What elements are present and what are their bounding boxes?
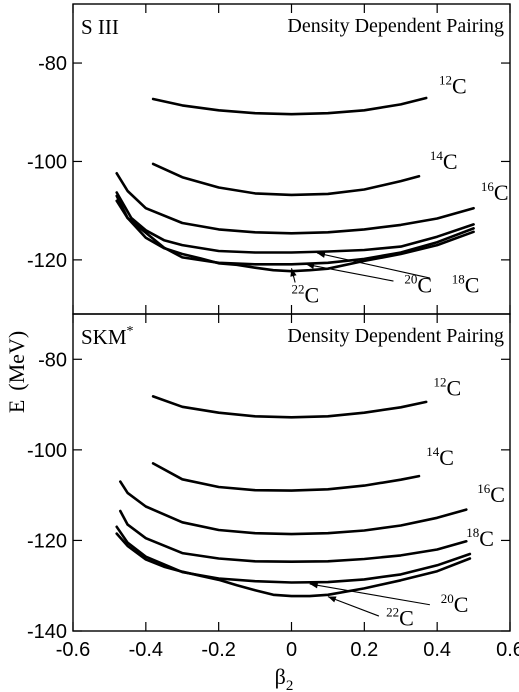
y-tick-label: -80	[38, 53, 67, 75]
curve-14C	[151, 162, 421, 197]
y-tick-label: -120	[27, 250, 67, 272]
label-14C: 14C	[426, 444, 454, 470]
panel-title: Density Dependent Pairing	[287, 325, 504, 347]
x-tick-label: 0.4	[423, 639, 451, 661]
label-18C: 18C	[466, 525, 494, 551]
curve-14C	[151, 462, 421, 492]
x-tick-label: 0	[286, 639, 297, 661]
x-tick-label: 0.2	[350, 639, 378, 661]
y-tick-label: -80	[38, 349, 67, 371]
pointer-20C	[305, 263, 394, 282]
arrowhead-20C	[306, 262, 315, 269]
label-22C: 22C	[292, 282, 320, 308]
label-16C: 16C	[477, 481, 505, 507]
curve-16C	[115, 172, 475, 235]
label-12C: 12C	[439, 73, 467, 99]
panel-siii: -80 -100 -120 Density Dependent Pairing S II…	[27, 3, 511, 315]
x-tick-label: -0.2	[201, 639, 235, 661]
label-14C: 14C	[430, 148, 458, 174]
panel-skm: -80 -100 -120 -140-0.6 -0.4 -0.2 0 0.2 0.4 0.6 Den…	[27, 313, 519, 661]
y-tick-label: -120	[27, 530, 67, 552]
arrowhead-20C	[309, 582, 319, 589]
y-tick-label: -100	[27, 440, 67, 462]
x-tick-label: -0.4	[129, 639, 163, 661]
x-axis-label: β2	[275, 664, 294, 692]
y-tick-label: -140	[27, 621, 67, 643]
x-tick-label: -0.6	[56, 639, 90, 661]
panel-title: Density Dependent Pairing	[287, 15, 504, 37]
pointer-20C	[309, 583, 430, 606]
curve-18C	[119, 509, 468, 563]
y-tick-label: -100	[27, 151, 67, 173]
label-20C: 20C	[404, 271, 432, 297]
panel-model-label: S III	[81, 15, 119, 39]
curve-20C	[115, 194, 475, 266]
arrowhead-22C	[327, 596, 337, 603]
curve-18C	[115, 191, 475, 254]
curve-16C	[119, 480, 468, 536]
panel-model-label: SKM*	[81, 324, 134, 349]
curve-12C	[151, 96, 428, 116]
label-22C: 22C	[386, 605, 414, 631]
curve-22C	[115, 532, 472, 598]
label-20C: 20C	[441, 591, 469, 617]
label-18C: 18C	[452, 271, 480, 297]
arrowhead-18C	[316, 251, 326, 258]
curve-22C	[115, 199, 475, 273]
curve-20C	[115, 525, 472, 584]
pointer-22C	[327, 596, 380, 617]
arrowhead-22C	[290, 268, 297, 277]
label-16C: 16C	[481, 179, 509, 205]
label-12C: 12C	[434, 375, 462, 401]
curve-12C	[151, 395, 428, 419]
y-axis-label: E(MeV)	[4, 331, 29, 413]
pointer-18C	[316, 252, 431, 279]
x-tick-label: 0.6	[496, 639, 519, 661]
